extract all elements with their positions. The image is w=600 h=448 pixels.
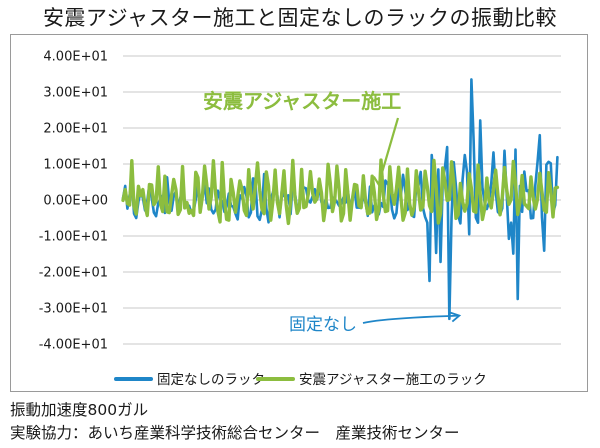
- annotation-anzen-label: 安震アジャスター施工: [203, 89, 401, 113]
- grid-lines: [123, 55, 561, 345]
- y-tick-label: -3.00E+01: [39, 302, 108, 317]
- annotation-unfixed-arrowhead: [450, 311, 462, 323]
- legend: 固定なしのラック 安震アジャスター施工のラック: [114, 372, 487, 388]
- y-tick-label: -4.00E+01: [39, 338, 108, 353]
- series-lines: [121, 78, 560, 321]
- y-tick-label: -1.00E+01: [39, 230, 108, 245]
- y-tick-label: 2.00E+01: [43, 122, 108, 137]
- cooperation-note: 実験協力：あいち産業科学技術総合センター 産業技術センター: [10, 424, 460, 442]
- chart-title: 安震アジャスター施工と固定なしのラックの振動比較: [42, 6, 558, 30]
- legend-unfixed-label: 固定なしのラック: [157, 372, 265, 388]
- acceleration-note: 振動加速度800ガル: [10, 401, 149, 419]
- y-tick-label: 3.00E+01: [43, 86, 108, 101]
- annotation-unfixed-label: 固定なし: [289, 315, 357, 335]
- legend-anzen-adjuster-label: 安震アジャスター施工のラック: [299, 372, 487, 388]
- series-line-anzen-adjuster: [121, 158, 560, 226]
- y-tick-label: 1.00E+01: [43, 158, 108, 173]
- y-axis-tick-labels: 4.00E+01 3.00E+01 2.00E+01 1.00E+01 0.00E+00…: [39, 50, 108, 353]
- y-tick-label: -2.00E+01: [39, 266, 108, 281]
- annotation-anzen-arrowhead: [372, 175, 384, 187]
- y-tick-label: 4.00E+01: [43, 50, 108, 65]
- chart-frame: [10, 34, 588, 392]
- annotation-unfixed-arrow: [362, 314, 460, 324]
- annotation-anzen-arrow: [377, 117, 400, 184]
- y-tick-label: 0.00E+00: [43, 194, 108, 209]
